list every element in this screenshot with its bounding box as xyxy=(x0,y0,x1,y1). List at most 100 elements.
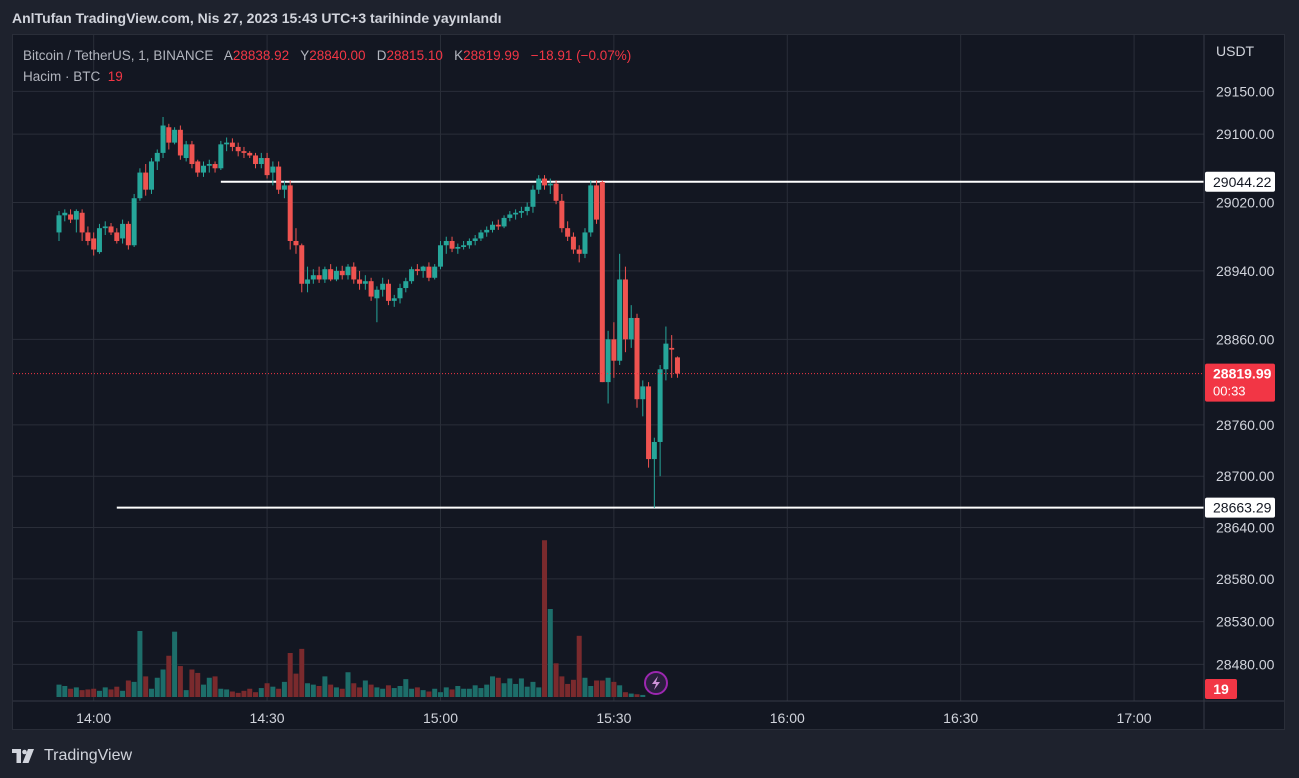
last-price-label: 28819.99 xyxy=(1213,366,1272,382)
candle-body xyxy=(241,151,247,153)
volume-bar xyxy=(131,681,137,697)
candle-body xyxy=(576,249,582,254)
publish-caption: AnlTufan TradingView.com, Nis 27, 2023 1… xyxy=(12,10,502,26)
candle-body xyxy=(201,165,206,173)
legend-row-volume: Hacim · BTC 19 xyxy=(23,66,631,87)
volume-bar xyxy=(351,683,357,697)
candle-body xyxy=(287,185,293,241)
volume-bar xyxy=(258,688,264,697)
volume-label[interactable]: Hacim · BTC xyxy=(23,69,101,84)
x-tick-label: 15:30 xyxy=(596,710,631,726)
volume-bar xyxy=(310,684,316,697)
volume-bar xyxy=(253,692,259,697)
candle-body xyxy=(501,217,507,227)
candle-body xyxy=(640,386,646,400)
volume-bar xyxy=(85,689,91,697)
open-label: A xyxy=(223,48,233,63)
volume-bar xyxy=(559,676,565,697)
volume-bar xyxy=(345,672,351,697)
volume-bar xyxy=(56,684,62,697)
volume-bar xyxy=(299,648,305,697)
y-tick-label: 28640.00 xyxy=(1216,520,1275,536)
candle-body xyxy=(443,240,449,246)
candle-body xyxy=(177,129,183,156)
volume-bar xyxy=(362,680,368,697)
volume-bar xyxy=(177,666,183,697)
volume-bar xyxy=(617,685,623,697)
volume-bar xyxy=(432,688,438,697)
horizontal-line-badge xyxy=(1205,171,1275,192)
volume-bar xyxy=(281,681,287,697)
symbol-name[interactable]: Bitcoin / TetherUS, 1, BINANCE xyxy=(23,48,214,63)
candle-body xyxy=(195,161,201,173)
lightning-icon[interactable] xyxy=(644,671,668,695)
candle-body xyxy=(91,238,97,250)
candle-body xyxy=(368,281,374,297)
candle-body xyxy=(264,158,270,176)
volume-bar xyxy=(409,688,415,697)
y-tick-label: 28760.00 xyxy=(1216,417,1275,433)
x-tick-label: 17:00 xyxy=(1117,710,1152,726)
candle-body xyxy=(253,155,259,165)
horizontal-line-label: 29044.22 xyxy=(1213,174,1272,190)
close-label: K xyxy=(454,48,464,63)
volume-bar xyxy=(293,673,299,697)
volume-bar xyxy=(605,677,611,697)
candle-body xyxy=(403,281,409,289)
candle-body xyxy=(357,279,363,284)
volume-bar xyxy=(518,678,524,697)
volume-bar xyxy=(385,685,391,697)
volume-bar xyxy=(201,684,206,697)
candle-body xyxy=(646,386,652,460)
candle-body xyxy=(281,185,287,190)
chart-panel[interactable]: 29044.22 28663.29 28819.99 00:33 19 14:00 14… xyxy=(12,34,1285,730)
candle-body xyxy=(414,269,420,271)
volume-bar xyxy=(594,680,600,697)
candle-body xyxy=(490,224,495,230)
candle-body xyxy=(461,245,467,247)
volume-bar xyxy=(172,631,178,697)
candle-body xyxy=(657,369,663,442)
volume-bar xyxy=(478,688,484,697)
candle-body xyxy=(270,166,276,173)
volume-bar xyxy=(513,683,519,697)
candle-body xyxy=(495,224,501,227)
volume-bar xyxy=(102,687,108,697)
volume-bar xyxy=(542,540,548,697)
volume-bar xyxy=(466,688,472,697)
volume-bar xyxy=(524,686,530,697)
volume-bar xyxy=(484,684,490,697)
currency-label: USDT xyxy=(1216,43,1255,59)
candlestick-chart[interactable]: 29044.22 28663.29 28819.99 00:33 19 14:00 14… xyxy=(13,35,1285,730)
candle-body xyxy=(530,189,536,207)
candle-body xyxy=(599,181,605,383)
low-label: D xyxy=(376,48,387,63)
candle-body xyxy=(507,214,513,218)
candle-body xyxy=(536,178,542,190)
candle-body xyxy=(333,270,339,280)
change-value: −18.91 (−0.07%) xyxy=(530,48,632,63)
candle-body xyxy=(125,223,131,246)
candle-body xyxy=(131,198,137,246)
volume-bar xyxy=(339,688,345,697)
y-tick-label: 28860.00 xyxy=(1216,331,1275,347)
volume-bar xyxy=(403,679,409,697)
low-value: 28815.10 xyxy=(386,48,443,63)
volume-bar xyxy=(420,690,426,697)
candle-body xyxy=(559,200,565,229)
candle-body xyxy=(437,245,443,267)
volume-bar xyxy=(148,688,154,697)
volume-bar xyxy=(305,683,311,697)
candle-body xyxy=(102,226,108,229)
price-line-layer: 28819.99 00:33 19 xyxy=(13,363,1275,699)
axis-layer: 14:00 14:30 15:00 15:30 16:00 16:30 17:00USDT2… xyxy=(13,35,1284,729)
candle-body xyxy=(605,339,611,383)
tradingview-brand[interactable]: TradingView xyxy=(12,747,132,765)
volume-bar xyxy=(79,690,85,697)
volume-bar xyxy=(206,677,212,697)
candle-body xyxy=(582,232,588,254)
volume-bar xyxy=(536,687,542,697)
volume-badge-label: 19 xyxy=(1213,681,1229,697)
candle-body xyxy=(258,158,264,165)
candle-body xyxy=(322,269,328,280)
